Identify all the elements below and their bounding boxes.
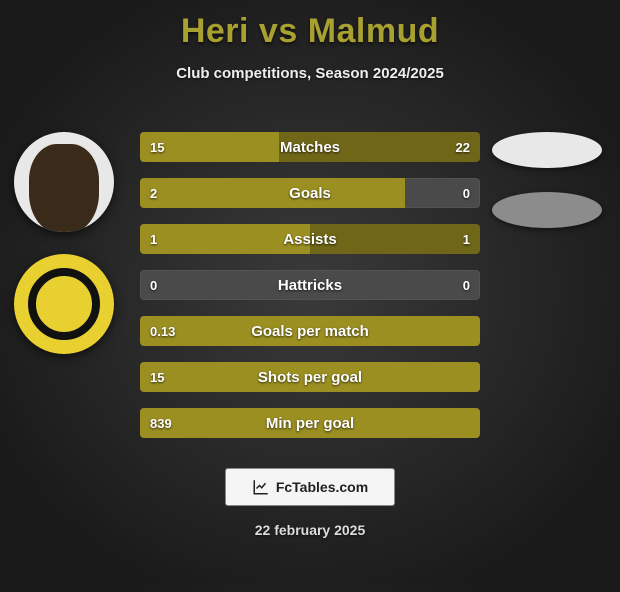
stat-bar-left — [140, 178, 405, 208]
avatar-column — [14, 132, 114, 354]
stats-table: 1522Matches20Goals11Assists00Hattricks0.… — [140, 132, 480, 438]
chart-icon — [252, 478, 270, 496]
face-silhouette-icon — [29, 144, 99, 232]
stat-row: 20Goals — [140, 178, 480, 208]
club-badge — [14, 254, 114, 354]
player-avatar-heri — [14, 132, 114, 232]
stat-value-left: 2 — [140, 178, 167, 208]
stat-row: 0 0Hattricks — [140, 270, 480, 300]
stat-bar-left — [140, 316, 480, 346]
date-label: 22 february 2025 — [0, 522, 620, 538]
comparison-ellipse-0 — [492, 132, 602, 168]
stat-value-left: 0 — [140, 270, 167, 300]
stat-value-left: 0.13 — [140, 316, 185, 346]
page-title: Heri vs Malmud — [0, 12, 620, 51]
stat-row: 0.13Goals per match — [140, 316, 480, 346]
stat-value-right: 0 — [453, 270, 480, 300]
stat-row: 839Min per goal — [140, 408, 480, 438]
stat-label: Hattricks — [140, 270, 480, 300]
watermark-badge: FcTables.com — [225, 468, 395, 506]
stat-value-right: 0 — [453, 178, 480, 208]
ellipse-column — [492, 132, 602, 228]
stat-row: 1522Matches — [140, 132, 480, 162]
stat-value-left: 839 — [140, 408, 182, 438]
stat-value-left: 1 — [140, 224, 167, 254]
stat-value-left: 15 — [140, 132, 174, 162]
watermark-text: FcTables.com — [276, 479, 368, 495]
stat-row: 11Assists — [140, 224, 480, 254]
stat-value-right: 22 — [446, 132, 480, 162]
stat-value-left: 15 — [140, 362, 174, 392]
badge-ring-icon — [28, 268, 100, 340]
stat-row: 15Shots per goal — [140, 362, 480, 392]
comparison-ellipse-1 — [492, 192, 602, 228]
stat-bar-left — [140, 408, 480, 438]
stat-value-right: 1 — [453, 224, 480, 254]
subtitle: Club competitions, Season 2024/2025 — [0, 65, 620, 82]
stat-bar-left — [140, 362, 480, 392]
